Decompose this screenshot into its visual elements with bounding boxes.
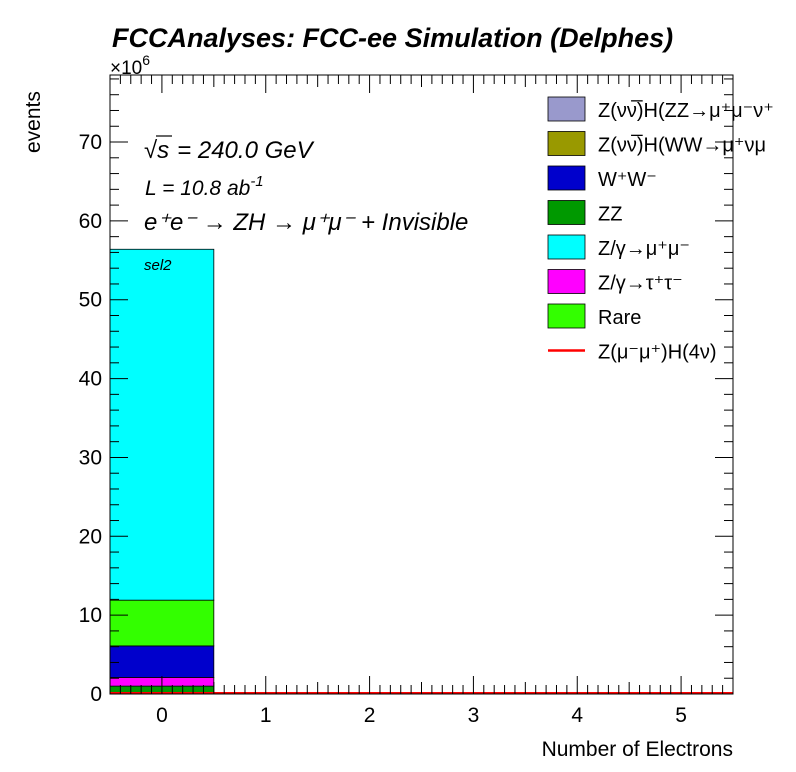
legend-label: ZZ [598, 204, 622, 226]
x-tick-label: 0 [156, 704, 168, 727]
legend-swatch [547, 165, 586, 191]
y-tick-label: 40 [79, 368, 102, 391]
y-tick-label: 60 [79, 210, 102, 233]
lumi-annotation: L = 10.8 ab-1 [145, 173, 264, 200]
legend-swatch [547, 131, 586, 156]
energy-value: = 240.0 GeV [177, 137, 314, 164]
y-multiplier: ×106 [110, 52, 150, 79]
process-annotation: e⁺e⁻ → ZH → μ⁺μ⁻ + Invisible [144, 209, 468, 236]
selection-label: sel2 [144, 257, 172, 274]
legend-label: Z(νν̅)H(ZZ→μ⁺μ⁻ν⁺ [598, 99, 774, 122]
tick-labels-group: 0 10 20 30 40 50 60 70 0 1 2 3 4 5 [79, 131, 687, 727]
y-tick-label: 10 [79, 604, 102, 627]
legend: Z(νν̅)H(ZZ→μ⁺μ⁻ν⁺ Z(νν̅)H(WW→μ⁺νμ W⁺W⁻ ZZ Z/… [547, 96, 774, 364]
y-tick-label: 0 [90, 683, 102, 706]
x-tick-label: 2 [364, 704, 376, 727]
x-tick-label: 5 [675, 704, 687, 727]
y-tick-label: 70 [79, 131, 102, 154]
legend-swatch [547, 234, 586, 260]
x-tick-label: 4 [571, 704, 583, 727]
y-multiplier-base: ×10 [110, 58, 142, 79]
x-axis-label: Number of Electrons [542, 738, 733, 761]
legend-label: Z/γ→μ⁺μ⁻ [598, 238, 690, 260]
axes-group [109, 74, 734, 695]
sqrt-sign: √ [144, 137, 158, 164]
energy-annotation: √s = 240.0 GeV [144, 137, 315, 164]
y-multiplier-exp: 6 [142, 52, 150, 68]
chart-title: FCCAnalyses: FCC-ee Simulation (Delphes) [112, 23, 673, 53]
bar-segment-z- [109, 248, 215, 601]
y-tick-label: 30 [79, 446, 102, 469]
legend-label: Rare [598, 307, 641, 329]
energy-s: s [157, 137, 169, 164]
legend-label: Z(μ⁻μ⁺)H(4ν) [598, 342, 717, 364]
legend-swatch [547, 200, 586, 225]
legend-swatch [547, 303, 586, 329]
bar-segment-w-w- [109, 645, 215, 678]
y-tick-label: 20 [79, 525, 102, 548]
lumi-value: L = 10.8 ab [145, 177, 251, 200]
lumi-exp: -1 [250, 173, 263, 190]
legend-label: Z(νν̅)H(WW→μ⁺νμ [598, 134, 766, 157]
x-tick-label: 1 [260, 704, 272, 727]
legend-swatch [547, 269, 586, 294]
y-tick-label: 50 [79, 289, 102, 312]
legend-swatch [547, 96, 586, 122]
bars-group [109, 248, 733, 695]
legend-label: Z/γ→τ⁺τ⁻ [598, 273, 683, 295]
bar-segment-rare [109, 599, 215, 647]
y-axis-label: events [22, 91, 45, 153]
legend-label: W⁺W⁻ [598, 169, 657, 191]
x-tick-label: 3 [468, 704, 480, 727]
